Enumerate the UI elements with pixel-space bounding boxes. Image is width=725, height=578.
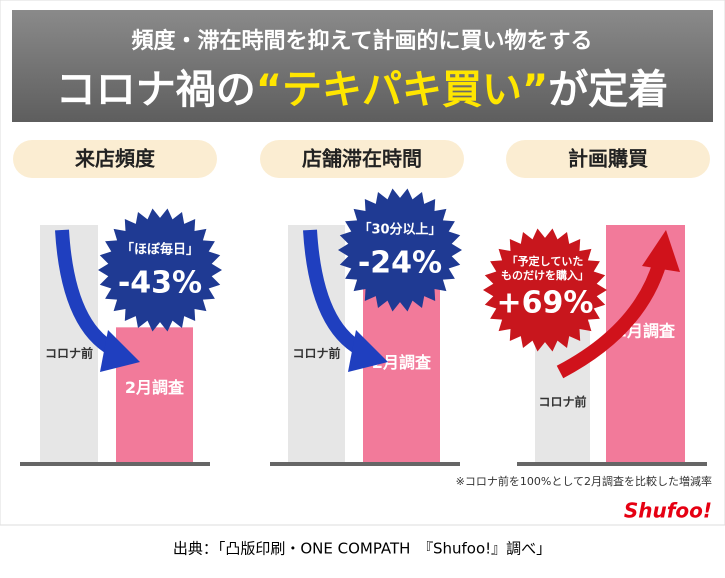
badge [338, 188, 462, 312]
chart-title: 店舗滞在時間 [302, 147, 422, 171]
pill [260, 140, 464, 178]
pill [13, 140, 217, 178]
badge-value: +69% [497, 286, 594, 321]
badge-label: 「30分以上」 [358, 222, 441, 238]
bar [116, 327, 193, 463]
title-part: が定着 [548, 67, 668, 113]
badge-label: ものだけを購入」 [501, 268, 589, 282]
logo: Shufoo! [624, 499, 712, 523]
chart-title: 計画購買 [568, 147, 648, 171]
bar-label: コロナ前 [538, 394, 586, 409]
badge-label: 「ほぼ毎日」 [121, 242, 199, 258]
subtitle: 頻度・滞在時間を抑えて計画的に買い物をする [132, 28, 593, 54]
note: ※コロナ前を100%として2月調査を比較した増減率 [456, 474, 712, 488]
bar [535, 322, 590, 463]
title: コロナ禍の“テキパキ買い”が定着 [56, 67, 669, 113]
pill [506, 140, 710, 178]
title-highlight: “テキパキ買い” [256, 67, 549, 113]
header-band [12, 10, 713, 122]
badge [98, 208, 222, 332]
arrow [556, 259, 667, 379]
arrow-head [642, 230, 680, 272]
bar-label: コロナ前 [292, 346, 340, 361]
arrow-head [348, 330, 388, 372]
source: 出典：「凸版印刷・ONE COMPATH 『Shufoo!』調べ」 [173, 540, 551, 558]
arrow-head [100, 330, 140, 372]
chart-title: 来店頻度 [74, 147, 156, 171]
bar-label: 2月調査 [125, 378, 184, 397]
badge-value: -24% [358, 246, 442, 281]
title-part: コロナ禍の [56, 67, 256, 113]
badge-label: 「予定していた [507, 254, 584, 268]
bar [363, 282, 440, 463]
badge-value: -43% [118, 266, 202, 301]
bar-label: コロナ前 [45, 346, 93, 361]
badge [483, 228, 607, 352]
bar-label: 2月調査 [372, 353, 431, 372]
